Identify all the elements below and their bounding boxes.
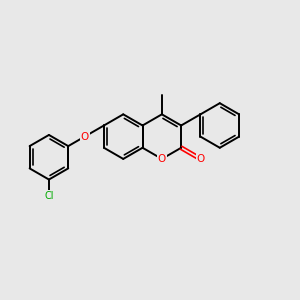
Text: O: O (196, 154, 205, 164)
Text: O: O (158, 154, 166, 164)
Text: Cl: Cl (44, 191, 54, 201)
Text: O: O (80, 132, 89, 142)
